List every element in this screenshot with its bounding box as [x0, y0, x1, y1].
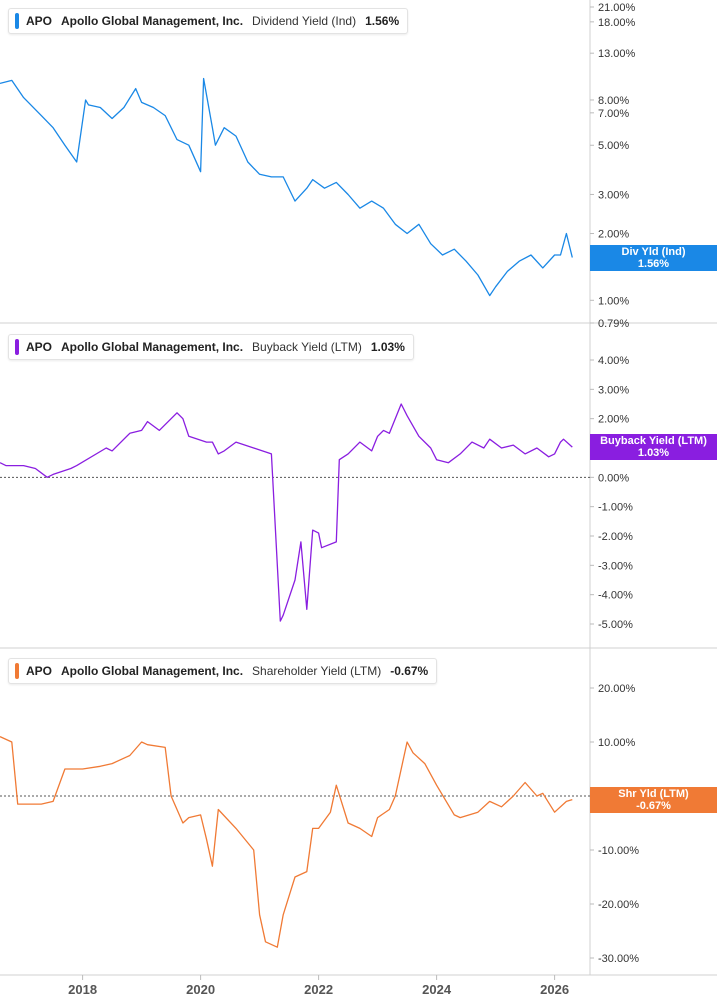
legend-value: 1.56% — [365, 14, 400, 28]
value-tag-shareholder: Shr Yld (LTM) -0.67% — [590, 787, 717, 813]
legend-company: Apollo Global Management, Inc. — [61, 14, 244, 28]
legend-shareholder: APO Apollo Global Management, Inc. Share… — [8, 658, 438, 684]
value-tag-label: Shr Yld (LTM) — [618, 788, 689, 800]
legend-value: 1.03% — [370, 340, 405, 354]
legend-metric: Shareholder Yield (LTM) — [252, 664, 382, 678]
y-tick-label: -5.00% — [598, 619, 633, 631]
value-tag-label: Div Yld (Ind) — [621, 246, 686, 258]
y-tick-label: -2.00% — [598, 531, 633, 543]
legend-color-dividend — [15, 13, 19, 29]
x-tick-label: 2018 — [68, 982, 97, 997]
value-tag-value: 1.03% — [637, 447, 670, 459]
y-tick-label: 2.00% — [598, 414, 629, 426]
legend-company: Apollo Global Management, Inc. — [61, 664, 244, 678]
y-tick-label: 21.00% — [598, 2, 636, 14]
x-tick-label: 2024 — [422, 982, 452, 997]
value-tag-buyback: Buyback Yield (LTM) 1.03% — [590, 434, 717, 460]
x-tick-label: 2026 — [540, 982, 569, 997]
buyback-series-line — [0, 403, 573, 622]
shareholder-series-line — [0, 736, 573, 948]
x-tick-label: 2020 — [186, 982, 215, 997]
y-tick-label: -30.00% — [598, 953, 639, 965]
y-tick-label: 8.00% — [598, 95, 629, 107]
y-tick-label: 18.00% — [598, 17, 636, 29]
legend-color-buyback — [15, 339, 19, 355]
legend-ticker: APO — [26, 664, 53, 678]
legend-color-shareholder — [15, 663, 19, 679]
y-tick-label: 1.00% — [598, 295, 629, 307]
y-tick-label: 3.00% — [598, 189, 629, 201]
legend-metric: Dividend Yield (Ind) — [252, 14, 357, 28]
value-tag-dividend: Div Yld (Ind) 1.56% — [590, 245, 717, 271]
y-tick-label: -3.00% — [598, 560, 633, 572]
y-tick-label: -10.00% — [598, 845, 639, 857]
y-tick-label: 20.00% — [598, 683, 636, 695]
y-tick-label: 7.00% — [598, 108, 629, 120]
value-tag-label: Buyback Yield (LTM) — [600, 435, 707, 447]
legend-ticker: APO — [26, 14, 53, 28]
y-tick-label: 0.00% — [598, 472, 629, 484]
y-tick-label: 3.00% — [598, 384, 629, 396]
value-tag-value: 1.56% — [637, 258, 670, 270]
legend-metric: Buyback Yield (LTM) — [252, 340, 362, 354]
legend-ticker: APO — [26, 340, 53, 354]
y-tick-label: 2.00% — [598, 229, 629, 241]
y-tick-label: -20.00% — [598, 899, 639, 911]
legend-value: -0.67% — [390, 664, 429, 678]
legend-dividend: APO Apollo Global Management, Inc. Divid… — [8, 8, 409, 34]
x-tick-label: 2022 — [304, 982, 333, 997]
y-tick-label: 0.79% — [598, 318, 629, 330]
y-tick-label: 13.00% — [598, 48, 636, 60]
y-tick-label: 4.00% — [598, 355, 629, 367]
y-tick-label: 5.00% — [598, 140, 629, 152]
y-tick-label: -4.00% — [598, 590, 633, 602]
dividend-series-line — [0, 77, 573, 297]
legend-company: Apollo Global Management, Inc. — [61, 340, 244, 354]
y-tick-label: 10.00% — [598, 737, 636, 749]
y-tick-label: -1.00% — [598, 502, 633, 514]
legend-buyback: APO Apollo Global Management, Inc. Buyba… — [8, 334, 414, 360]
value-tag-value: -0.67% — [636, 800, 671, 812]
